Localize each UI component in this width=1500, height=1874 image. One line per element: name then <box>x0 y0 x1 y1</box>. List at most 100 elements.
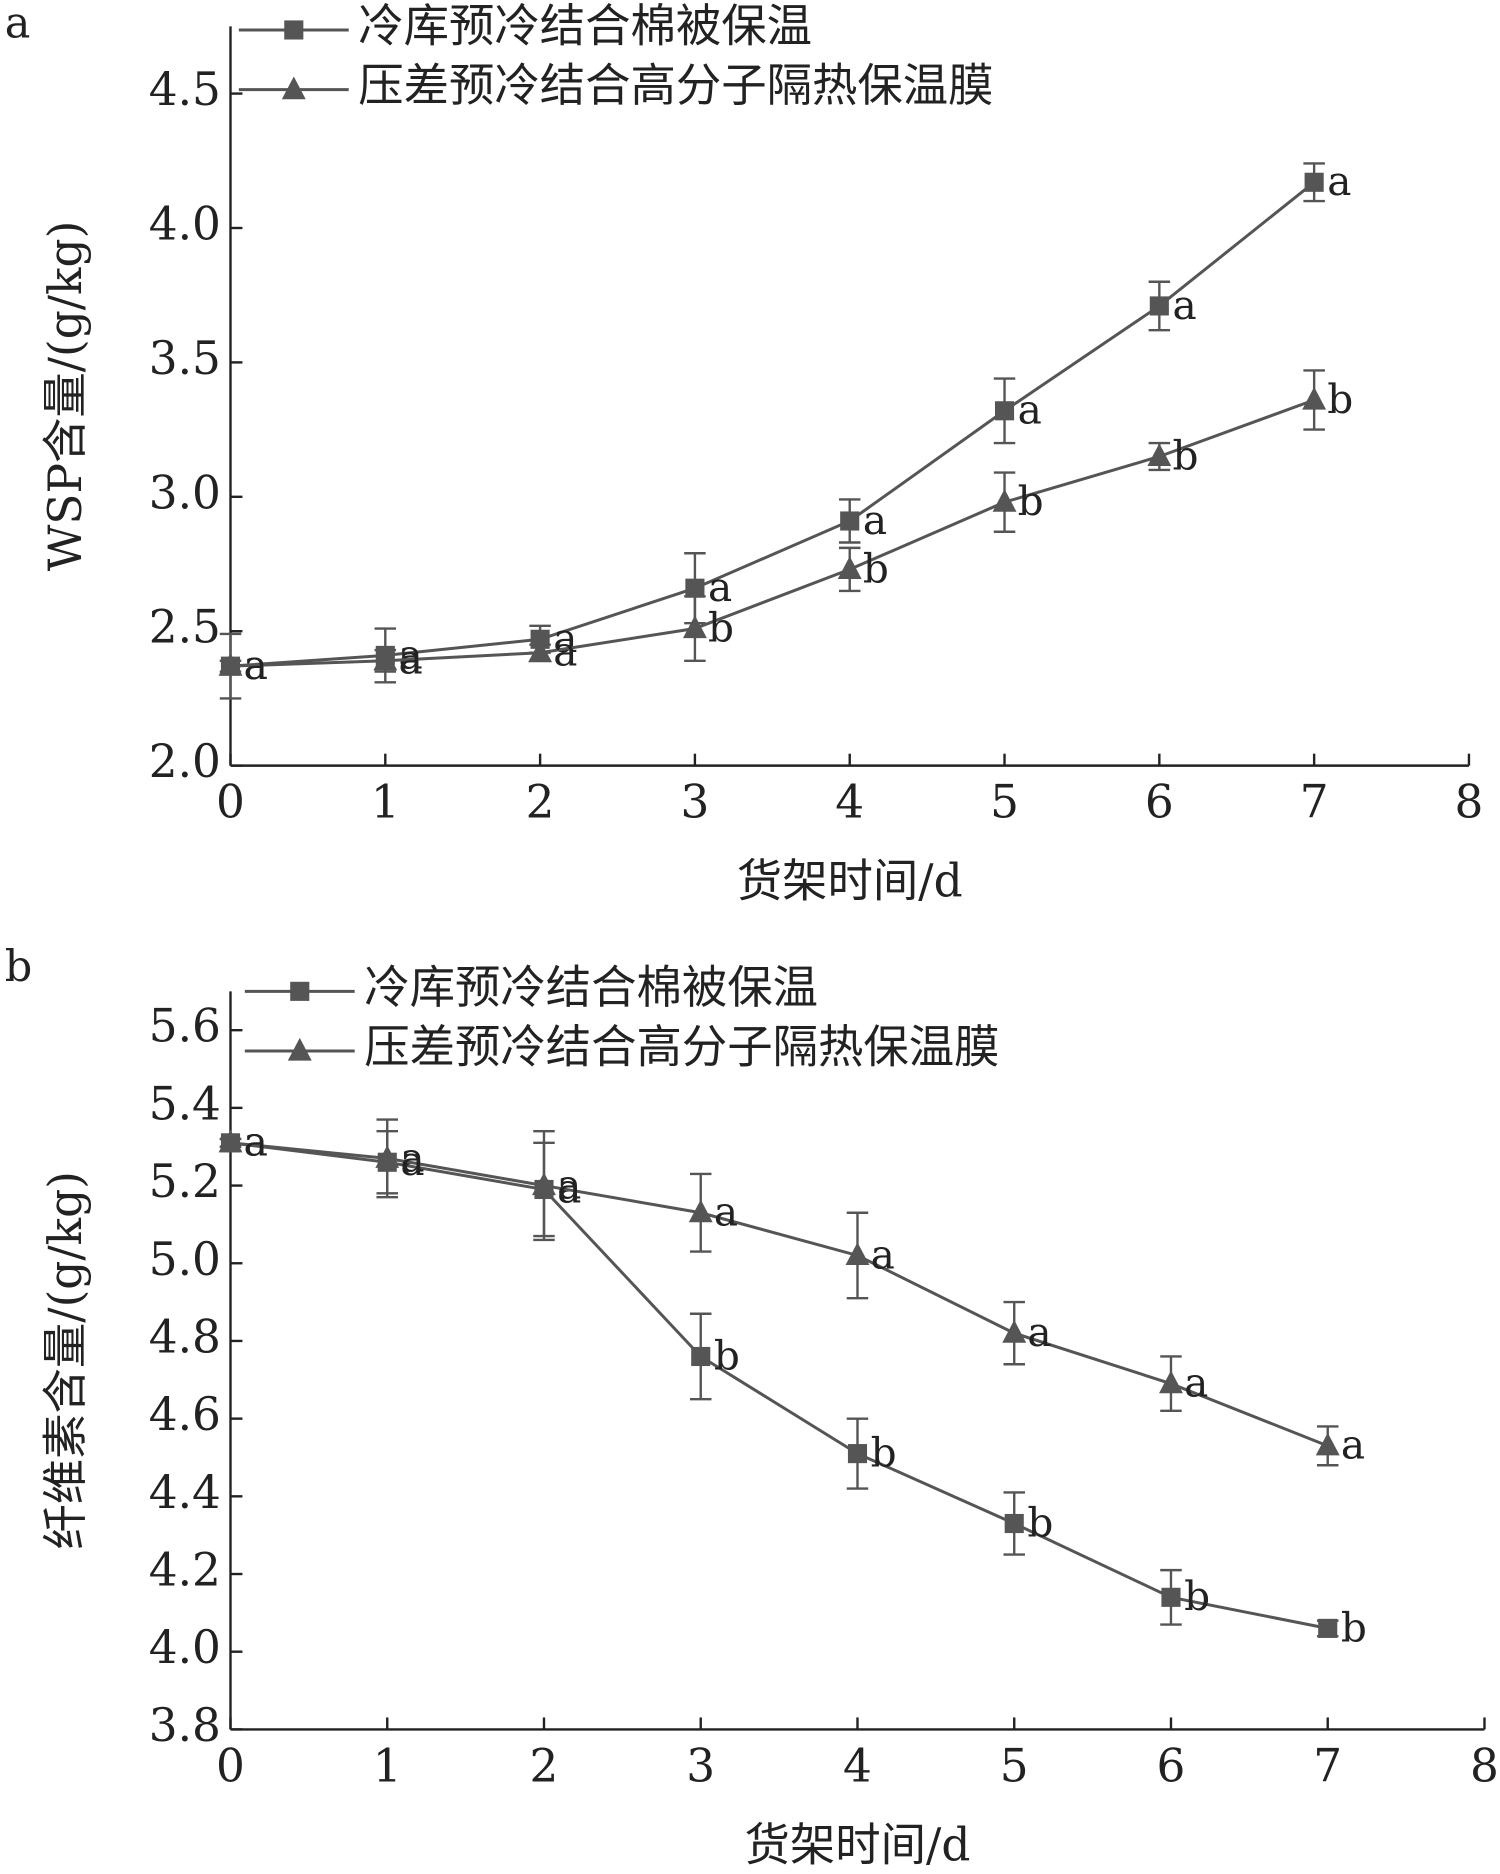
marker <box>688 1199 713 1223</box>
marker <box>992 489 1017 512</box>
y-tick-label: 4.5 <box>149 63 221 116</box>
y-tick-label: 4.0 <box>149 197 221 250</box>
x-tick-label: 5 <box>990 776 1019 829</box>
legend-label: 压差预冷结合高分子隔热保温膜 <box>364 1021 999 1074</box>
significance-label: a <box>557 1160 581 1208</box>
y-axis-title: 纤维素含量/(g/kg) <box>39 1171 92 1549</box>
significance-label: a <box>1027 1308 1051 1356</box>
x-tick-label: 1 <box>373 1740 402 1793</box>
significance-label: a <box>871 1230 895 1278</box>
significance-label: a <box>553 614 577 662</box>
marker <box>528 639 553 663</box>
significance-label: a <box>1018 386 1042 434</box>
significance-label: b <box>714 1331 740 1379</box>
legend-marker <box>290 981 310 1001</box>
marker <box>375 1145 400 1168</box>
significance-label: a <box>244 1118 268 1166</box>
significance-label: b <box>871 1428 897 1476</box>
x-tick-label: 5 <box>1000 1740 1029 1793</box>
series-line <box>230 1141 1329 1448</box>
x-axis-title: 货架时间/d <box>745 1818 971 1871</box>
significance-label: a <box>398 630 422 678</box>
marker <box>840 511 860 531</box>
x-tick-label: 2 <box>530 1740 559 1793</box>
x-tick-label: 6 <box>1145 776 1174 829</box>
y-tick-label: 4.6 <box>149 1388 221 1441</box>
significance-label: a <box>1172 281 1196 329</box>
significance-label: a <box>400 1133 424 1181</box>
x-tick-label: 6 <box>1157 1740 1186 1793</box>
marker <box>994 401 1015 421</box>
y-tick-label: 5.6 <box>149 1000 221 1053</box>
significance-label: a <box>1341 1421 1365 1469</box>
x-tick-label: 7 <box>1313 1740 1342 1793</box>
significance-label: b <box>1341 1603 1367 1651</box>
significance-label: a <box>714 1188 738 1236</box>
x-tick-label: 0 <box>216 776 245 829</box>
y-tick-label: 3.0 <box>149 466 221 519</box>
significance-label: b <box>1172 431 1198 479</box>
x-tick-label: 4 <box>843 1740 872 1793</box>
x-axis-title: 货架时间/d <box>737 855 963 908</box>
marker <box>1147 443 1172 467</box>
x-tick-label: 0 <box>216 1740 245 1793</box>
marker <box>1315 1432 1340 1456</box>
legend-label: 冷库预冷结合棉被保温 <box>364 961 818 1014</box>
y-tick-label: 5.2 <box>149 1155 221 1208</box>
legend-marker <box>281 76 306 100</box>
marker <box>373 647 398 671</box>
marker <box>847 1444 868 1464</box>
legend-marker <box>287 1037 312 1061</box>
marker <box>1159 1370 1183 1394</box>
significance-label: b <box>863 544 889 592</box>
series-line <box>230 181 1316 668</box>
marker <box>218 653 243 676</box>
panel-label: b <box>5 942 33 992</box>
x-tick-label: 3 <box>680 776 709 829</box>
significance-label: b <box>1027 1498 1053 1546</box>
significance-label: a <box>244 641 268 689</box>
significance-label: a <box>553 628 577 676</box>
marker <box>532 1172 556 1196</box>
marker <box>1304 172 1324 192</box>
y-tick-label: 3.5 <box>149 332 221 385</box>
significance-label: b <box>1018 477 1044 525</box>
x-tick-label: 4 <box>835 776 864 829</box>
marker <box>837 556 862 579</box>
y-tick-label: 4.2 <box>149 1544 221 1597</box>
y-tick-label: 4.4 <box>149 1466 221 1519</box>
series-line <box>230 1141 1329 1630</box>
marker <box>218 1129 243 1153</box>
marker <box>691 1346 711 1367</box>
significance-label: a <box>244 1118 268 1166</box>
marker <box>682 615 707 639</box>
x-tick-label: 8 <box>1455 776 1484 829</box>
y-tick-label: 5.0 <box>149 1233 221 1286</box>
significance-label: a <box>708 563 732 611</box>
significance-label: a <box>1327 157 1351 205</box>
significance-label: b <box>1184 1572 1210 1620</box>
legend-marker <box>284 20 304 40</box>
y-tick-label: 3.8 <box>149 1699 221 1752</box>
y-tick-label: 4.0 <box>149 1621 221 1674</box>
marker <box>1004 1513 1024 1534</box>
y-axis-title: WSP含量/(g/kg) <box>39 221 92 572</box>
x-tick-label: 1 <box>371 776 400 829</box>
marker <box>1318 1618 1338 1638</box>
significance-label: a <box>398 636 422 684</box>
x-tick-label: 3 <box>686 1740 715 1793</box>
x-tick-label: 2 <box>526 776 555 829</box>
x-tick-label: 8 <box>1470 1740 1499 1793</box>
y-tick-label: 2.0 <box>149 735 221 788</box>
y-tick-label: 2.5 <box>149 601 221 654</box>
significance-label: a <box>863 496 887 544</box>
significance-label: b <box>708 603 734 651</box>
marker <box>685 578 705 598</box>
y-tick-label: 4.8 <box>149 1310 221 1363</box>
x-tick-label: 7 <box>1300 776 1329 829</box>
marker <box>1161 1587 1181 1607</box>
panel-label: a <box>5 0 31 48</box>
legend-label: 冷库预冷结合棉被保温 <box>358 0 812 52</box>
series-line <box>230 398 1315 668</box>
